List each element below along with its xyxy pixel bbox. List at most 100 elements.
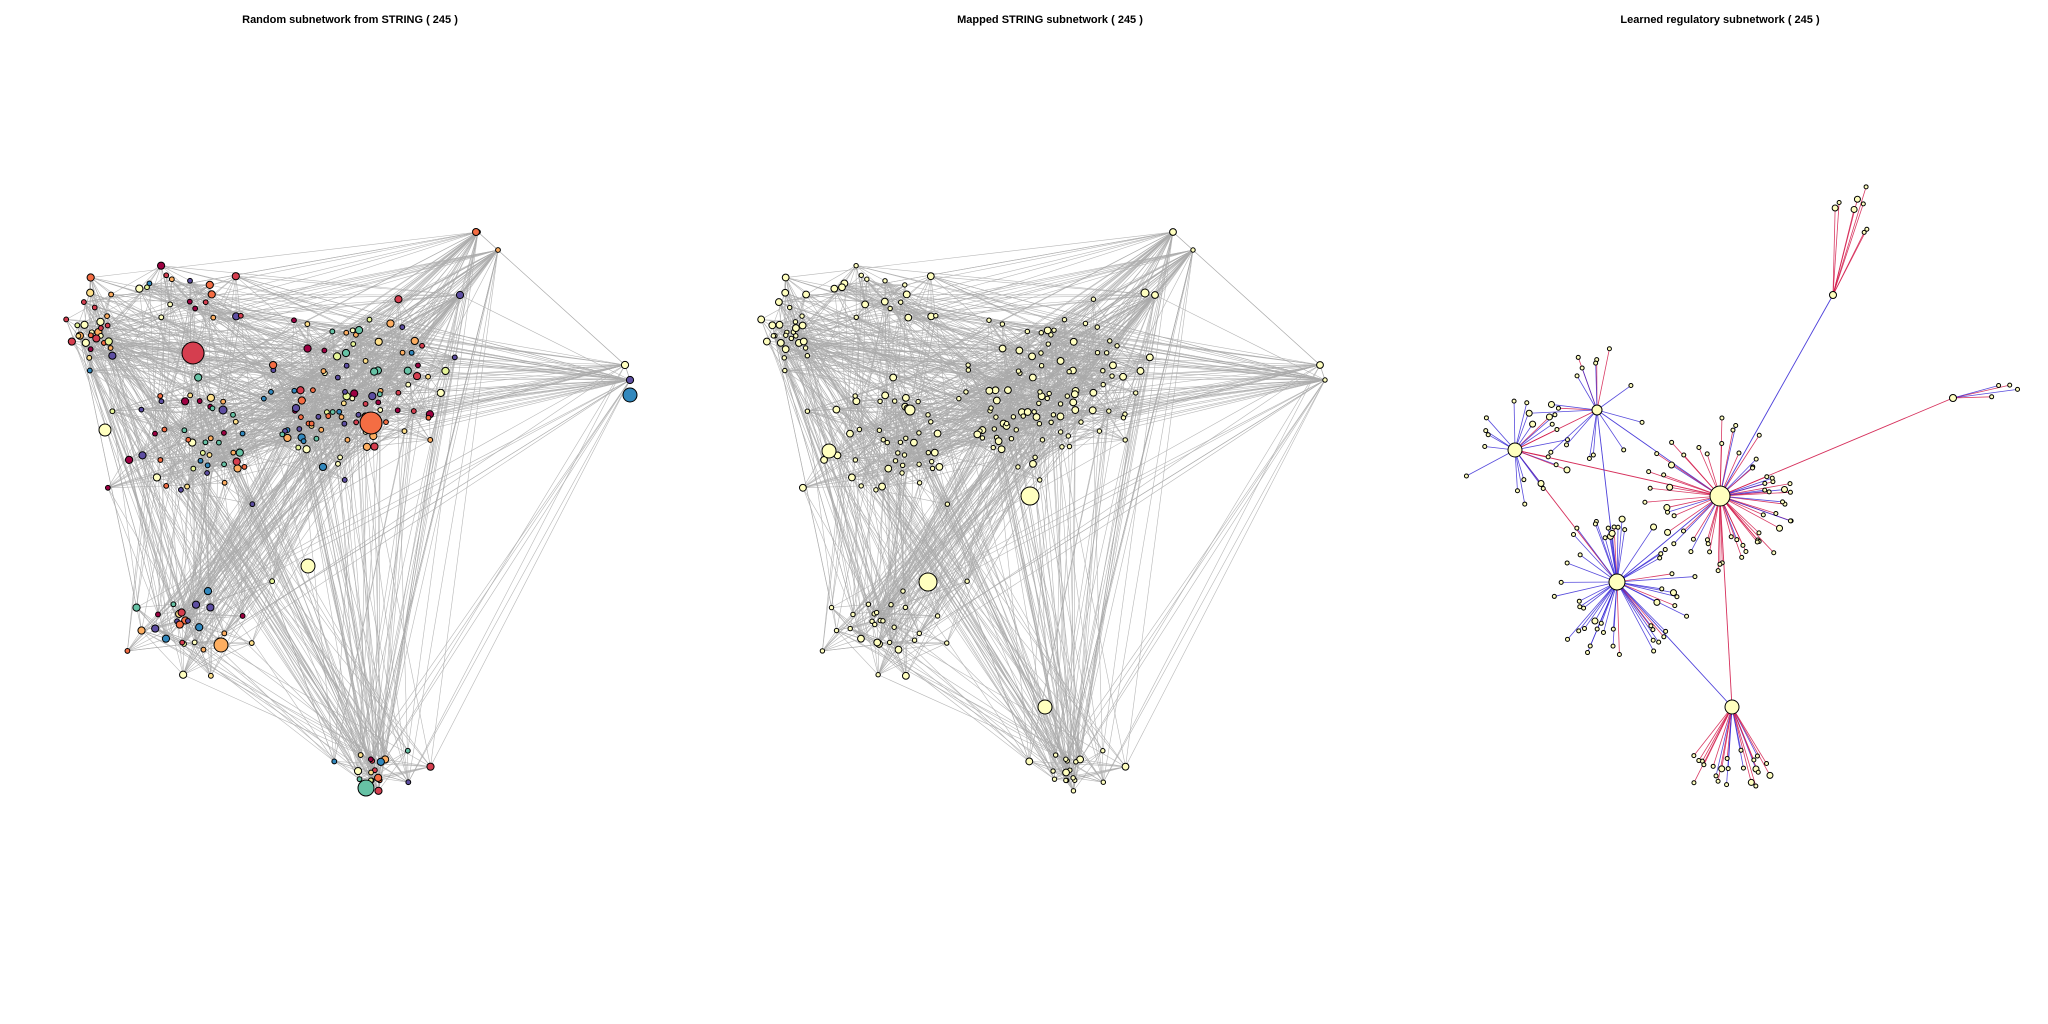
network-edge xyxy=(90,231,479,278)
network-edge xyxy=(1019,231,1174,374)
network-node xyxy=(300,558,316,574)
network-node xyxy=(1662,547,1668,553)
network-node xyxy=(1070,390,1079,399)
panel-title-learned-subnetwork: Learned regulatory subnetwork ( 245 ) xyxy=(1620,14,1820,26)
network-edge xyxy=(149,283,347,397)
network-node xyxy=(1751,757,1757,763)
network-edge xyxy=(355,334,386,760)
network-node xyxy=(1020,413,1026,419)
network-node xyxy=(869,618,875,624)
network-edge xyxy=(184,401,225,465)
network-edge xyxy=(1054,777,1074,780)
network-edge xyxy=(1514,449,1568,471)
network-edge xyxy=(1719,495,1743,558)
network-node xyxy=(1571,531,1577,537)
network-node xyxy=(1015,464,1021,470)
network-node xyxy=(1755,769,1761,775)
network-node xyxy=(185,617,191,624)
network-node xyxy=(935,463,944,471)
network-node xyxy=(1664,528,1672,536)
network-edge xyxy=(914,319,1065,641)
network-node xyxy=(1036,420,1043,427)
network-node xyxy=(210,314,217,321)
network-edge xyxy=(1616,527,1619,583)
network-node xyxy=(1724,782,1730,788)
network-node xyxy=(986,317,992,323)
network-node xyxy=(2015,386,2021,392)
network-edge xyxy=(346,365,381,411)
network-edge xyxy=(311,425,386,760)
network-edge xyxy=(877,615,938,675)
network-edge xyxy=(182,615,243,675)
network-edge xyxy=(1069,392,1136,447)
network-edge xyxy=(789,307,873,622)
network-edge xyxy=(385,759,431,767)
network-edge xyxy=(371,249,499,761)
network-edge xyxy=(347,439,372,760)
network-node xyxy=(370,367,379,376)
network-node xyxy=(202,299,209,306)
network-edge xyxy=(1616,581,1666,632)
network-edge xyxy=(183,642,252,675)
network-edge xyxy=(786,307,790,333)
network-node xyxy=(925,449,932,456)
network-edge xyxy=(136,607,212,677)
network-node xyxy=(1507,442,1523,458)
network-node xyxy=(1710,763,1716,769)
network-node xyxy=(427,437,434,443)
network-edge xyxy=(1952,385,1999,399)
network-node xyxy=(1045,341,1051,347)
network-edge xyxy=(905,294,1156,399)
network-node xyxy=(302,445,311,454)
network-edge xyxy=(855,317,876,625)
network-node xyxy=(80,299,87,305)
network-node xyxy=(405,381,412,388)
network-node xyxy=(1028,352,1036,361)
network-edge xyxy=(904,284,1326,381)
network-edge xyxy=(370,231,479,760)
network-edge xyxy=(1832,203,1864,296)
network-edge xyxy=(141,400,200,410)
network-node xyxy=(419,342,425,349)
network-node xyxy=(901,671,910,680)
network-node xyxy=(374,337,383,346)
network-node xyxy=(1119,372,1127,381)
network-node xyxy=(335,460,341,467)
network-edge xyxy=(1576,375,1598,411)
network-node xyxy=(343,362,350,369)
network-edge xyxy=(78,335,225,634)
network-node xyxy=(161,426,168,433)
network-edge xyxy=(194,308,297,409)
network-edge xyxy=(871,249,1194,622)
network-edge xyxy=(919,364,969,483)
network-node xyxy=(341,348,351,358)
network-node xyxy=(124,648,131,654)
network-edge xyxy=(1065,411,1110,773)
network-edge xyxy=(1832,229,1868,296)
network-node xyxy=(1100,748,1106,754)
network-edge xyxy=(1616,529,1626,583)
network-edge xyxy=(357,410,381,772)
network-edge xyxy=(224,379,631,634)
network-node xyxy=(781,355,787,361)
network-edge xyxy=(1080,392,1094,423)
network-node xyxy=(1709,485,1731,507)
network-edge xyxy=(1616,581,1674,594)
network-node xyxy=(1653,598,1661,606)
network-edge xyxy=(1719,425,1737,497)
network-node xyxy=(1996,383,2002,389)
network-edge xyxy=(218,442,380,781)
network-edge xyxy=(1513,401,1516,451)
network-node xyxy=(1611,524,1617,530)
network-node xyxy=(233,464,242,473)
network-node xyxy=(902,282,908,288)
network-edge xyxy=(1616,581,1678,598)
network-edge xyxy=(183,316,237,644)
network-edge xyxy=(1073,411,1110,791)
network-node xyxy=(1549,421,1555,427)
network-node xyxy=(990,444,996,451)
network-edge xyxy=(1595,523,1618,583)
network-edge xyxy=(931,294,1156,462)
network-node xyxy=(175,620,184,629)
network-edge xyxy=(1140,294,1156,372)
